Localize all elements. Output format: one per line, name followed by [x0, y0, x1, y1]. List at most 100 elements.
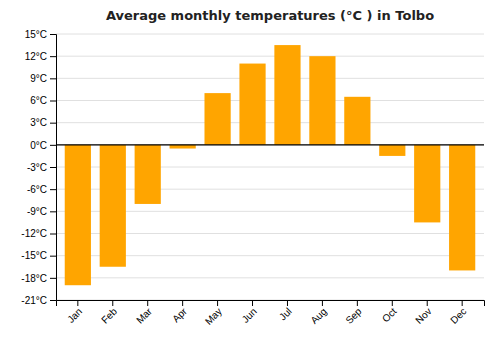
y-tick: 3°C: [30, 117, 56, 128]
x-tick-label: Apr: [170, 305, 189, 324]
y-tick-label: -15°C: [21, 250, 47, 261]
bar: [309, 56, 335, 145]
y-tick-label: -9°C: [27, 206, 47, 217]
y-tick-mark: [50, 123, 56, 124]
x-tick-label: Nov: [413, 306, 433, 326]
bar: [379, 145, 405, 156]
x-tick-mark: [287, 300, 288, 306]
x-tick-label: Jan: [65, 306, 84, 325]
x-tick-mark: [252, 300, 253, 306]
grid: [56, 34, 484, 300]
bar: [135, 145, 161, 204]
x-tick: Oct: [380, 300, 399, 324]
y-axis-line: [50, 35, 57, 301]
y-tick-label: -12°C: [21, 228, 47, 239]
bar: [449, 145, 475, 271]
y-tick-mark: [50, 34, 56, 35]
y-tick: -9°C: [27, 206, 56, 217]
y-tick-label: -18°C: [21, 273, 47, 284]
x-tick: Dec: [448, 300, 468, 326]
x-tick-label: Jun: [240, 306, 259, 325]
grid-line: [56, 100, 484, 101]
chart-container: -21°C -18°C -15°C -12°C -9°C -6°C -3°C 0°C 3°C 6°…: [0, 0, 500, 350]
x-tick: Feb: [99, 300, 119, 326]
bar: [65, 145, 91, 285]
x-tick-mark: [147, 300, 148, 306]
grid-line: [56, 277, 484, 278]
y-tick-mark: [50, 189, 56, 190]
title: Average monthly temperatures (°C ) in To…: [106, 8, 434, 23]
zero-line: [56, 144, 484, 145]
bar: [344, 97, 370, 145]
x-tick-label: Dec: [448, 306, 468, 326]
y-tick-mark: [50, 256, 56, 257]
y-tick-mark: [50, 211, 56, 212]
x-tick-mark: [357, 300, 358, 306]
grid-line: [56, 122, 484, 123]
x-axis: Jan Feb Mar Apr May Jun Jul Aug Sep Oct Nov Dec: [57, 300, 485, 327]
x-tick-mark: [182, 300, 183, 306]
y-tick: 15°C: [25, 29, 56, 40]
x-tick: Mar: [134, 300, 154, 326]
y-tick-label: 9°C: [30, 73, 47, 84]
x-tick: Apr: [170, 300, 189, 324]
x-tick-mark: [217, 300, 218, 306]
y-tick: -18°C: [21, 273, 56, 284]
y-tick: -15°C: [21, 250, 56, 261]
y-tick-mark: [50, 101, 56, 102]
y-tick: -3°C: [27, 162, 56, 173]
grid-line: [56, 78, 484, 79]
y-tick-label: 12°C: [25, 51, 47, 62]
plot-area: -21°C -18°C -15°C -12°C -9°C -6°C -3°C 0°C 3°C 6°…: [21, 29, 484, 327]
y-tick: -12°C: [21, 228, 56, 239]
y-tick: 9°C: [30, 73, 56, 84]
x-tick-label: Jul: [277, 306, 294, 323]
y-tick-label: -21°C: [21, 295, 47, 306]
grid-line: [56, 144, 484, 145]
y-tick-label: 0°C: [30, 140, 47, 151]
x-tick-label: Oct: [380, 306, 399, 325]
x-tick-mark: [462, 300, 463, 306]
y-tick: 6°C: [30, 95, 56, 106]
x-tick-mark: [77, 300, 78, 306]
y-tick-mark: [50, 56, 56, 57]
y-tick-label: 3°C: [30, 117, 47, 128]
y-tick-label: -3°C: [27, 162, 47, 173]
x-tick-mark: [392, 300, 393, 306]
grid-line: [56, 34, 484, 35]
y-tick-label: 6°C: [30, 95, 47, 106]
bar: [414, 145, 440, 223]
x-tick-label: Mar: [134, 305, 154, 325]
chart-svg: -21°C -18°C -15°C -12°C -9°C -6°C -3°C 0°C 3°C 6°…: [0, 0, 500, 350]
y-tick-mark: [50, 300, 56, 301]
y-tick-mark: [50, 278, 56, 279]
x-tick-mark: [322, 300, 323, 306]
x-axis-line: [57, 301, 485, 307]
x-tick-mark: [112, 300, 113, 306]
x-tick: Nov: [413, 300, 433, 326]
y-tick-mark: [50, 145, 56, 146]
bar: [100, 145, 126, 267]
x-tick: Jul: [277, 300, 294, 322]
x-tick: Jun: [240, 300, 259, 325]
x-tick-mark: [427, 300, 428, 306]
grid-line: [56, 56, 484, 57]
y-tick-label: 15°C: [25, 29, 47, 40]
y-tick: -6°C: [27, 184, 56, 195]
y-tick: -21°C: [21, 295, 56, 306]
x-tick-label: Feb: [99, 305, 119, 325]
x-tick-label: Sep: [343, 305, 364, 326]
y-tick: 12°C: [25, 51, 56, 62]
bars: [56, 45, 484, 285]
x-tick-label: May: [203, 306, 224, 327]
y-tick-mark: [50, 78, 56, 79]
y-tick-mark: [50, 167, 56, 168]
x-tick-label: Aug: [308, 306, 328, 326]
bar: [274, 45, 300, 145]
bar: [239, 64, 265, 145]
y-axis: -21°C -18°C -15°C -12°C -9°C -6°C -3°C 0°C 3°C 6°…: [21, 29, 56, 306]
y-tick-mark: [50, 234, 56, 235]
y-tick-label: -6°C: [27, 184, 47, 195]
x-tick: May: [203, 300, 224, 327]
bar: [204, 93, 230, 145]
